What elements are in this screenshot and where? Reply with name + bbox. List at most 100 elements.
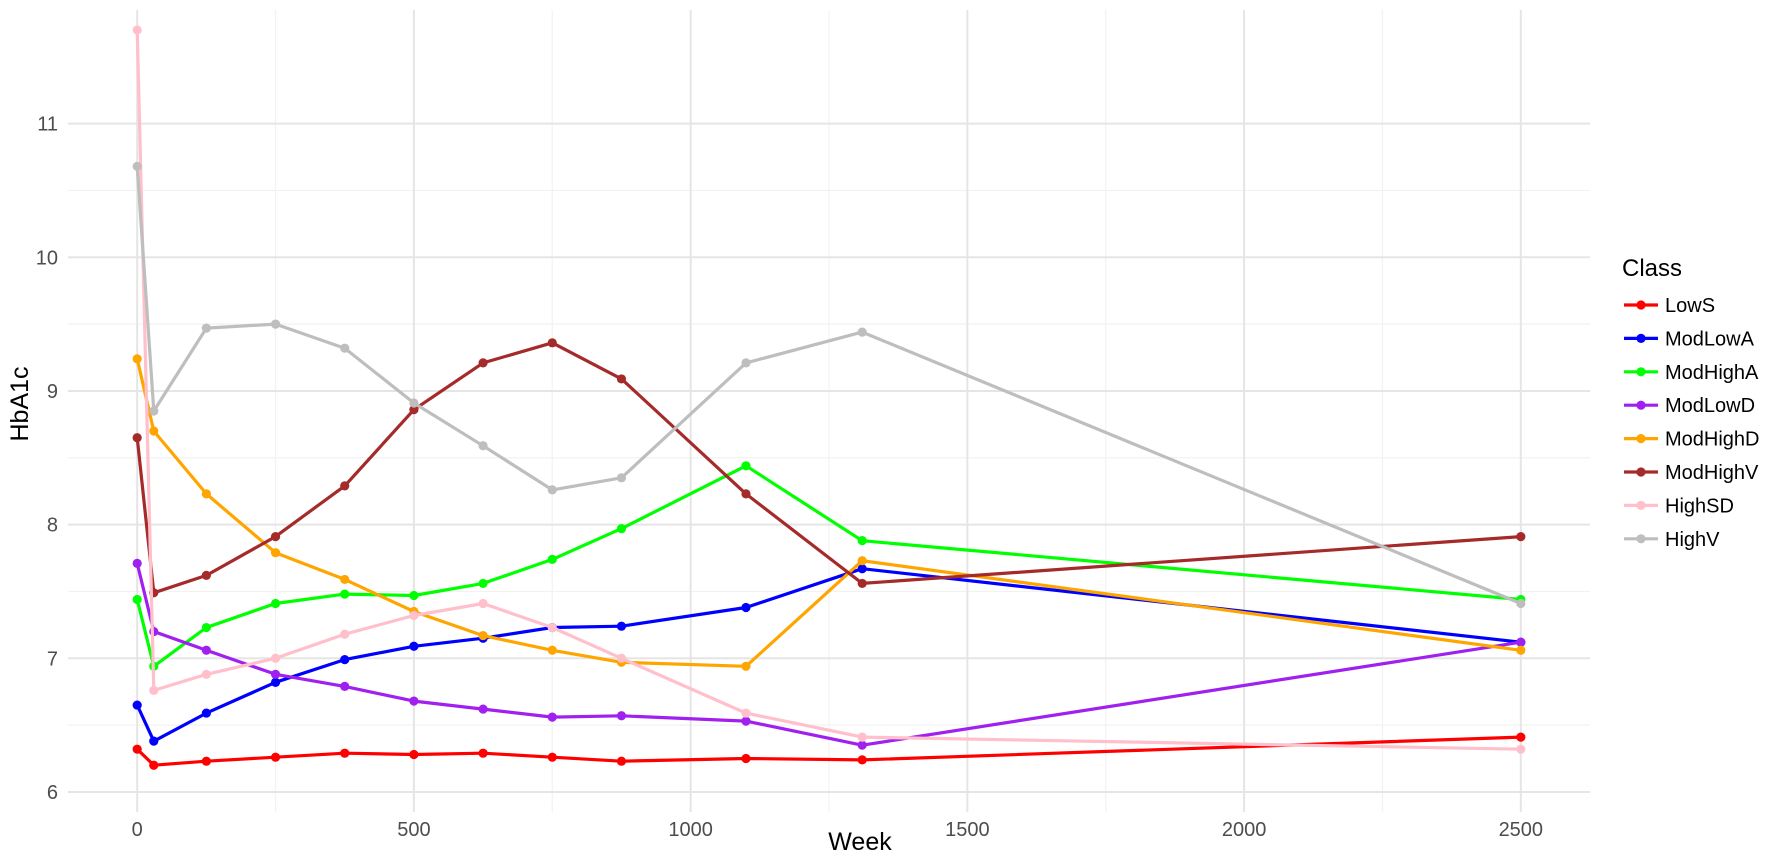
legend-label: ModHighA	[1665, 362, 1759, 384]
x-tick-label: 1000	[668, 819, 713, 841]
legend-item-modlowd: ModLowD	[1624, 395, 1755, 417]
data-point-highsd	[409, 610, 419, 621]
data-point-modhighd	[857, 556, 867, 566]
data-point-lows	[149, 760, 159, 770]
data-point-modlowd	[340, 681, 350, 691]
data-point-highsd	[201, 669, 211, 679]
data-point-modhighd	[547, 645, 557, 655]
series-line-highsd	[135, 28, 1523, 751]
series-highv	[132, 161, 1526, 609]
data-point-highsd	[547, 622, 557, 633]
legend-key-point	[1636, 434, 1646, 444]
data-point-lows	[616, 756, 627, 766]
data-point-modhighd	[478, 630, 488, 641]
legend-item-highv: HighV	[1624, 529, 1720, 551]
data-point-lows	[1516, 732, 1526, 742]
data-point-highv	[201, 323, 211, 333]
legend-label: HighSD	[1665, 495, 1734, 517]
data-point-highv	[409, 398, 419, 408]
data-point-modlowd	[132, 558, 142, 568]
data-point-lows	[547, 752, 557, 762]
legend-label: HighV	[1665, 529, 1720, 551]
grid	[68, 10, 1590, 812]
x-axis-title: Week	[828, 828, 892, 856]
legend-label: ModLowD	[1665, 395, 1755, 417]
data-point-modlowa	[132, 700, 142, 710]
legend-key-point	[1636, 400, 1646, 410]
series-line-modhighv	[135, 341, 1523, 595]
data-point-modhigha	[616, 524, 627, 534]
data-point-modhighv	[409, 405, 419, 415]
x-tick-label: 500	[397, 819, 430, 841]
data-point-modlowa	[270, 677, 281, 687]
data-point-modhigha	[201, 622, 211, 633]
data-point-modlowd	[478, 704, 488, 714]
series-line-modlowa	[135, 567, 1523, 743]
legend-item-modhighd: ModHighD	[1624, 429, 1759, 451]
data-point-modhighv	[857, 578, 867, 589]
data-point-modlowa	[201, 708, 211, 718]
legend-item-modlowa: ModLowA	[1624, 328, 1755, 350]
data-point-modhighd	[741, 661, 751, 671]
data-point-lows	[201, 756, 211, 766]
data-point-highsd	[741, 708, 751, 718]
data-point-modlowa	[340, 655, 350, 665]
y-tick-label: 6	[47, 782, 58, 804]
data-point-highsd	[857, 732, 867, 742]
data-point-modhighv	[741, 489, 751, 499]
legend-item-lows: LowS	[1624, 295, 1715, 317]
series-lines	[132, 25, 1526, 770]
data-point-modlowd	[201, 645, 211, 655]
data-point-lows	[270, 752, 281, 762]
data-point-lows	[340, 748, 350, 758]
data-point-modhigha	[340, 589, 350, 599]
data-point-modhigha	[409, 590, 419, 601]
legend-key-point	[1636, 300, 1646, 310]
series-line-highv	[135, 164, 1523, 606]
data-point-modlowd	[741, 716, 751, 726]
data-point-highv	[340, 343, 350, 353]
y-tick-label: 8	[47, 515, 58, 537]
y-axis-title: HbA1c	[6, 366, 34, 441]
data-point-modhighv	[547, 338, 557, 348]
data-point-modhighv	[201, 570, 211, 581]
data-point-modlowd	[547, 712, 557, 722]
data-point-lows	[857, 755, 867, 765]
data-point-highv	[478, 441, 488, 451]
legend-key-point	[1636, 367, 1646, 377]
data-point-modhighv	[1516, 532, 1526, 542]
data-point-highv	[149, 406, 159, 416]
data-point-highv	[857, 327, 867, 337]
data-point-highv	[616, 473, 627, 483]
series-line-modhigha	[135, 464, 1523, 668]
data-point-lows	[741, 753, 751, 764]
data-point-modhigha	[857, 536, 867, 546]
data-point-modlowd	[270, 669, 281, 679]
series-modhighd	[132, 354, 1526, 671]
data-point-highv	[741, 358, 751, 368]
data-point-modlowa	[409, 641, 419, 651]
data-point-modhighd	[1516, 645, 1526, 655]
data-point-modhigha	[478, 578, 488, 589]
data-point-lows	[409, 749, 419, 760]
legend-label: LowS	[1665, 295, 1715, 317]
y-axis-ticks: 6 7 8 9 10 11	[36, 114, 58, 804]
legend-key-point	[1636, 333, 1646, 343]
series-line-lows	[135, 735, 1523, 767]
data-point-modhighv	[478, 358, 488, 368]
data-point-lows	[132, 744, 142, 754]
data-point-modlowa	[616, 621, 627, 631]
series-modhigha	[132, 461, 1526, 671]
legend-item-highsd: HighSD	[1624, 495, 1734, 517]
data-point-modhighd	[270, 548, 281, 558]
series-modlowd	[132, 558, 1526, 750]
legend-title: Class	[1622, 255, 1682, 282]
data-point-highsd	[1516, 744, 1526, 754]
x-tick-label: 2000	[1222, 819, 1267, 841]
legend-label: ModHighV	[1665, 462, 1759, 484]
legend-key-point	[1636, 467, 1646, 477]
data-point-modhighv	[270, 532, 281, 542]
data-point-modhigha	[132, 594, 142, 605]
x-axis-ticks: 0 500 1000 1500 2000 2500	[132, 819, 1543, 841]
data-point-modhigha	[741, 461, 751, 471]
